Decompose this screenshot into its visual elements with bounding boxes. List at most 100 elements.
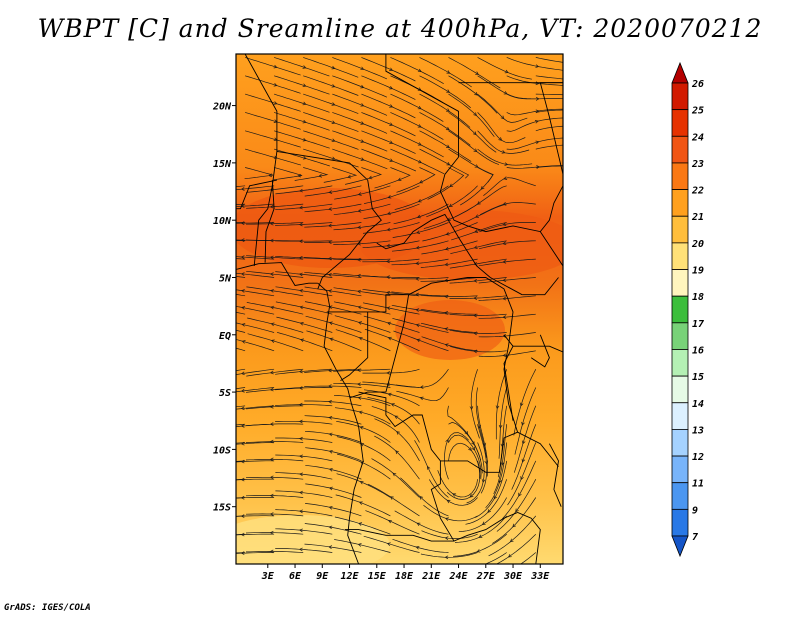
streamline-arrow	[415, 308, 420, 312]
streamline	[514, 387, 537, 455]
streamline-arrow	[213, 390, 216, 393]
streamline-arrow	[269, 238, 274, 243]
streamline-arrow	[331, 102, 336, 106]
streamline-arrow	[327, 272, 332, 277]
streamline-arrow	[302, 65, 307, 69]
streamline	[535, 93, 563, 96]
streamline	[365, 510, 420, 535]
streamline	[450, 240, 507, 254]
streamline-arrow	[240, 495, 245, 500]
streamline-arrow	[213, 426, 216, 429]
border-line	[236, 179, 277, 210]
streamline-arrow	[477, 424, 481, 429]
streamline-arrow	[273, 83, 278, 87]
streamline	[273, 167, 303, 181]
streamline-arrow	[299, 436, 303, 441]
streamline-arrow	[357, 225, 362, 230]
colorbar-swatch	[671, 349, 689, 377]
streamline	[371, 458, 420, 498]
streamline-arrow	[481, 521, 486, 526]
streamline	[478, 332, 536, 338]
streamline	[275, 420, 333, 425]
streamline-arrow	[328, 525, 333, 530]
streamline	[478, 277, 536, 284]
streamline-arrow	[328, 505, 333, 510]
streamline	[275, 472, 333, 480]
colorbar-swatch	[671, 82, 689, 111]
streamline	[449, 313, 507, 316]
grads-credit: GrADS: IGES/COLA	[4, 603, 91, 613]
streamline-arrow	[328, 321, 333, 326]
streamline-arrow	[240, 406, 245, 411]
streamline	[275, 387, 333, 391]
streamline-arrow	[298, 419, 303, 424]
streamline	[361, 148, 417, 172]
streamline	[362, 222, 420, 234]
streamline-arrow	[417, 105, 422, 110]
streamline-arrow	[358, 336, 363, 341]
wbpt-low-south	[236, 515, 390, 564]
streamline	[502, 460, 537, 520]
streamline	[420, 294, 478, 297]
streamline-arrow	[502, 334, 507, 338]
colorbar-level-label: 7	[692, 532, 698, 543]
streamline-arrow	[386, 275, 390, 279]
streamline	[390, 57, 444, 85]
streamline-arrow	[392, 472, 397, 477]
streamline-arrow	[535, 64, 540, 68]
streamline-arrow	[212, 553, 215, 556]
streamline	[334, 315, 391, 333]
streamline-arrow	[515, 508, 519, 513]
streamline	[305, 464, 362, 480]
streamline	[362, 258, 420, 263]
streamline-arrow	[452, 493, 457, 497]
border-line	[408, 277, 519, 433]
streamline-arrow	[389, 85, 394, 90]
streamline	[479, 221, 536, 233]
streamline-arrow	[415, 277, 419, 281]
streamline	[483, 177, 536, 196]
streamline-arrow	[418, 159, 422, 164]
streamline-arrow	[518, 492, 522, 497]
streamline-arrow	[357, 543, 362, 547]
streamline-arrow	[240, 514, 245, 518]
streamline	[236, 339, 275, 352]
colorbar-swatch	[671, 375, 689, 404]
streamline-arrow	[468, 447, 472, 451]
colorbar-level-label: 24	[691, 132, 704, 143]
streamline-arrow	[328, 449, 333, 454]
streamline	[362, 302, 420, 315]
lon-tick-label: 12E	[341, 571, 360, 582]
streamline	[236, 552, 275, 554]
streamline	[236, 322, 275, 333]
streamline	[478, 295, 536, 301]
lon-tick-label: 15E	[368, 571, 387, 582]
streamline-arrow	[389, 496, 394, 500]
streamline-arrow	[389, 158, 394, 162]
streamline	[336, 436, 391, 462]
streamline-arrow	[212, 256, 215, 259]
lon-tick-label: 3E	[261, 571, 275, 582]
streamline	[361, 112, 416, 137]
streamline	[245, 532, 304, 535]
border-line	[530, 334, 550, 368]
streamline	[303, 57, 359, 78]
streamline	[492, 497, 537, 544]
streamline	[364, 185, 420, 204]
streamline	[247, 317, 304, 333]
streamline-arrow	[469, 406, 474, 410]
streamline	[334, 407, 391, 425]
streamline-arrow	[357, 289, 362, 294]
streamline-arrow	[502, 241, 507, 246]
streamline	[336, 473, 391, 498]
streamline	[478, 350, 536, 357]
border-line	[513, 345, 563, 353]
colorbar-level-label: 13	[692, 425, 704, 436]
streamline	[423, 505, 478, 522]
streamline	[333, 368, 391, 372]
streamline	[478, 240, 536, 250]
streamline-arrow	[503, 91, 508, 95]
streamline-arrow	[241, 340, 246, 344]
streamline	[345, 167, 383, 185]
lon-tick-label: 24E	[449, 571, 469, 582]
